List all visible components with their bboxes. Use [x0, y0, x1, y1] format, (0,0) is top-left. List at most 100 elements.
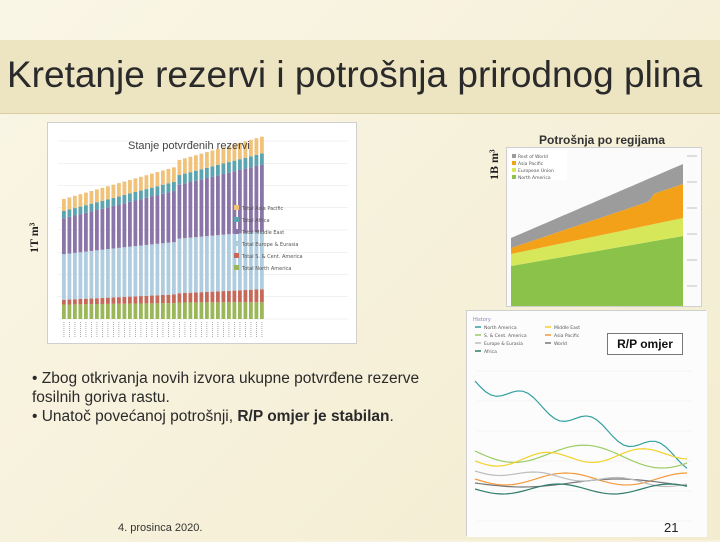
bar-segment	[78, 194, 83, 207]
bar-segment	[210, 235, 215, 292]
bar-segment	[249, 167, 253, 233]
bar-segment	[133, 246, 138, 297]
bar-segment	[232, 290, 237, 303]
legend-swatch	[234, 265, 239, 270]
bar-segment	[111, 303, 116, 319]
bar-segment	[210, 150, 215, 167]
consumption-chart-title: Potrošnja po regijama	[539, 133, 666, 147]
bar-segment	[122, 296, 127, 304]
bar-segment	[155, 186, 160, 196]
bar-segment	[150, 173, 154, 188]
bar-segment	[139, 245, 143, 297]
bullet-list: • Zbog otkrivanja novih izvora ukupne po…	[32, 369, 452, 426]
bar-segment	[232, 171, 237, 234]
bar-segment	[62, 218, 66, 255]
bar-segment	[62, 254, 66, 300]
bar-segment	[194, 302, 198, 319]
bar-segment	[117, 247, 121, 298]
bar-segment	[199, 302, 204, 319]
consumption-chart-panel: Rest of World Asia Pacific European Union N…	[506, 147, 702, 307]
bar-segment	[249, 302, 253, 319]
bar-segment	[188, 182, 193, 238]
legend-label: North America	[518, 175, 551, 181]
bar-segment	[95, 210, 99, 251]
bar-segment	[177, 175, 182, 185]
legend-label: Middle East	[554, 325, 580, 331]
bar-segment	[67, 197, 72, 210]
bar-segment	[111, 297, 116, 304]
bar-segment	[227, 290, 231, 303]
bar-segment	[117, 297, 121, 304]
legend-label: Rest of World	[518, 154, 548, 160]
bar-segment	[232, 160, 237, 172]
bar-segment	[78, 206, 83, 215]
bar-segment	[150, 295, 154, 304]
bar-segment	[111, 197, 116, 206]
bar-segment	[216, 291, 220, 303]
bar-segment	[183, 173, 187, 184]
bar-segment	[172, 294, 176, 304]
legend-swatch	[234, 217, 239, 222]
bar-segment	[221, 147, 226, 164]
bar-segment	[194, 237, 198, 293]
bar-segment	[243, 157, 248, 169]
legend-swatch	[234, 205, 239, 210]
bullet-2-text: • Unatoč povećanoj potrošnji,	[32, 408, 238, 425]
rp-ratio-tag: R/P omjer	[607, 333, 683, 355]
bar-segment	[95, 250, 99, 299]
bar-segment	[144, 303, 149, 319]
rp-series-line	[474, 478, 688, 488]
bar-segment	[254, 289, 259, 303]
area-series	[511, 218, 683, 266]
bar-segment	[84, 298, 88, 305]
bar-segment	[199, 169, 204, 180]
bar-segment	[260, 164, 264, 232]
bullet-2: • Unatoč povećanoj potrošnji, R/P omjer …	[32, 407, 452, 426]
bar-segment	[243, 290, 248, 303]
bar-segment	[194, 180, 198, 238]
bar-segment	[260, 231, 264, 290]
reserves-chart: Total Asia Pacific Total Africa Total Midd…	[58, 136, 348, 337]
bar-segment	[210, 176, 215, 236]
reserves-y-label: 1T m³	[27, 222, 41, 253]
bar-segment	[260, 289, 264, 303]
bar-segment	[238, 169, 242, 234]
bar-segment	[106, 207, 110, 250]
legend-label: North America	[484, 325, 517, 331]
bar-segment	[232, 233, 237, 291]
bar-segment	[73, 195, 77, 209]
bar-segment	[177, 238, 182, 294]
bar-segment	[144, 175, 149, 190]
bar-segment	[238, 142, 242, 160]
legend-label: Asia Pacific	[554, 333, 580, 339]
rp-series-line	[474, 448, 688, 467]
rp-series-line	[474, 472, 688, 486]
bar-segment	[89, 298, 94, 305]
bar-segment	[73, 304, 77, 319]
bar-segment	[205, 152, 209, 168]
bar-segment	[106, 303, 110, 319]
bar-segment	[183, 158, 187, 174]
bar-segment	[227, 172, 231, 235]
bar-segment	[260, 302, 264, 319]
bar-segment	[243, 168, 248, 233]
bar-segment	[89, 191, 94, 204]
bar-segment	[117, 196, 121, 205]
bar-segment	[78, 214, 83, 253]
legend-swatch	[234, 253, 239, 258]
bar-segment	[243, 302, 248, 319]
reserves-chart-title: Stanje potvrđenih rezervi	[128, 140, 250, 152]
bullet-2-bold: R/P omjer je stabilan	[237, 408, 390, 425]
legend-swatch	[512, 154, 516, 158]
bar-segment	[172, 242, 176, 295]
legend-label: Total Middle East	[241, 230, 284, 236]
bar-segment	[139, 199, 143, 246]
bar-segment	[84, 192, 88, 206]
bar-segment	[205, 291, 209, 303]
bar-segment	[238, 290, 242, 303]
bar-segment	[133, 296, 138, 304]
bar-segment	[254, 138, 259, 155]
bar-segment	[183, 292, 187, 303]
legend-label: Africa	[484, 349, 497, 355]
bar-segment	[95, 189, 99, 203]
